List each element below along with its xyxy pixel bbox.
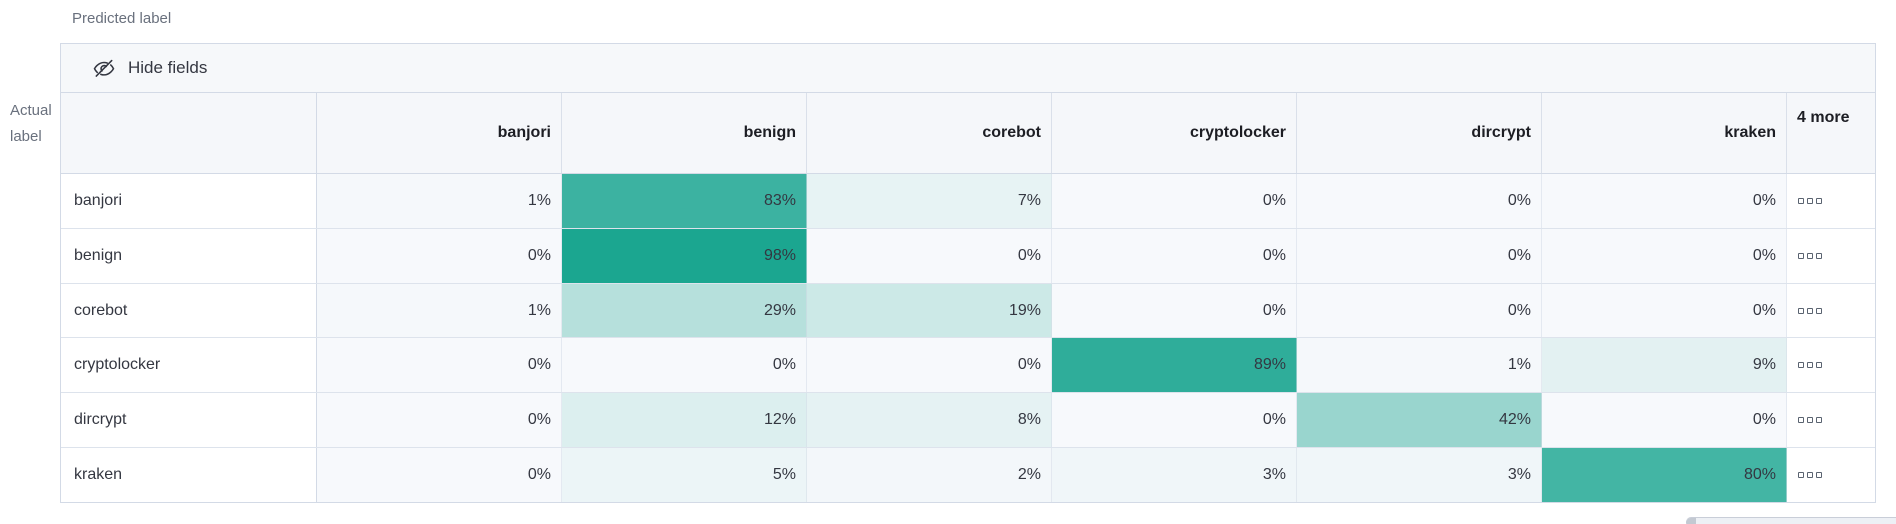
matrix-cell-dircrypt-dircrypt[interactable]: 42% <box>1297 393 1542 448</box>
eye-closed-icon <box>93 57 115 79</box>
matrix-cell-benign-dircrypt[interactable]: 0% <box>1297 228 1542 283</box>
matrix-cell-corebot-benign[interactable]: 29% <box>562 283 807 338</box>
matrix-row-corebot: corebot 1% 29% 19% 0% 0% 0% <box>61 283 1875 339</box>
column-header-cryptolocker[interactable]: cryptolocker <box>1052 93 1297 173</box>
matrix-cell-corebot-banjori[interactable]: 1% <box>317 283 562 338</box>
hidden-columns-cell[interactable] <box>1787 393 1875 448</box>
matrix-cell-cryptolocker-dircrypt[interactable]: 1% <box>1297 338 1542 393</box>
matrix-cell-kraken-banjori[interactable]: 0% <box>317 448 562 502</box>
boxes-horizontal-icon <box>1807 362 1813 369</box>
matrix-row-banjori: banjori 1% 83% 7% 0% 0% 0% <box>61 174 1875 229</box>
boxes-horizontal-icon <box>1807 307 1813 314</box>
matrix-cell-dircrypt-corebot[interactable]: 8% <box>807 393 1052 448</box>
matrix-cell-corebot-corebot[interactable]: 19% <box>807 283 1052 338</box>
confusion-matrix-grid: Hide fields banjori benign corebot cryptolo… <box>60 43 1876 503</box>
column-header-benign[interactable]: benign <box>562 93 807 173</box>
matrix-row-kraken: kraken 0% 5% 2% 3% 3% 80% <box>61 448 1875 502</box>
column-header-corebot[interactable]: corebot <box>807 93 1052 173</box>
hidden-columns-cell[interactable] <box>1787 448 1875 502</box>
matrix-cell-banjori-benign[interactable]: 83% <box>562 174 807 228</box>
horizontal-scrollbar[interactable] <box>1686 517 1896 524</box>
hide-fields-button[interactable]: Hide fields <box>93 57 207 79</box>
boxes-horizontal-icon <box>1807 472 1813 479</box>
column-header-dircrypt[interactable]: dircrypt <box>1297 93 1542 173</box>
column-header-row: banjori benign corebot cryptolocker dircrypt… <box>61 93 1875 174</box>
matrix-cell-banjori-kraken[interactable]: 0% <box>1542 174 1787 228</box>
row-label-kraken[interactable]: kraken <box>61 448 317 502</box>
matrix-cell-banjori-cryptolocker[interactable]: 0% <box>1052 174 1297 228</box>
matrix-cell-kraken-corebot[interactable]: 2% <box>807 448 1052 502</box>
column-header-banjori[interactable]: banjori <box>317 93 562 173</box>
matrix-cell-corebot-kraken[interactable]: 0% <box>1542 283 1787 338</box>
matrix-cell-cryptolocker-kraken[interactable]: 9% <box>1542 338 1787 393</box>
matrix-cell-dircrypt-kraken[interactable]: 0% <box>1542 393 1787 448</box>
matrix-cell-kraken-benign[interactable]: 5% <box>562 448 807 502</box>
actual-axis-label: Actual label <box>10 102 52 145</box>
matrix-cell-cryptolocker-corebot[interactable]: 0% <box>807 338 1052 393</box>
matrix-cell-kraken-kraken[interactable]: 80% <box>1542 448 1787 502</box>
row-label-benign[interactable]: benign <box>61 228 317 283</box>
hide-fields-label: Hide fields <box>128 58 208 77</box>
matrix-cell-cryptolocker-benign[interactable]: 0% <box>562 338 807 393</box>
boxes-horizontal-icon <box>1816 472 1822 479</box>
matrix-row-cryptolocker: cryptolocker 0% 0% 0% 89% 1% 9% <box>61 338 1875 394</box>
matrix-cell-banjori-banjori[interactable]: 1% <box>317 174 562 228</box>
boxes-horizontal-icon <box>1798 197 1804 204</box>
hidden-columns-cell[interactable] <box>1787 283 1875 338</box>
matrix-cell-dircrypt-banjori[interactable]: 0% <box>317 393 562 448</box>
predicted-axis-label: Predicted label <box>72 10 172 27</box>
horizontal-scrollbar-thumb[interactable] <box>1686 518 1696 524</box>
matrix-row-benign: benign 0% 98% 0% 0% 0% 0% <box>61 228 1875 284</box>
row-label-cryptolocker[interactable]: cryptolocker <box>61 338 317 393</box>
matrix-cell-cryptolocker-banjori[interactable]: 0% <box>317 338 562 393</box>
column-header-kraken[interactable]: kraken <box>1542 93 1787 173</box>
matrix-row-dircrypt: dircrypt 0% 12% 8% 0% 42% 0% <box>61 393 1875 449</box>
matrix-cell-benign-cryptolocker[interactable]: 0% <box>1052 228 1297 283</box>
hidden-columns-cell[interactable] <box>1787 174 1875 228</box>
hidden-columns-cell[interactable] <box>1787 228 1875 283</box>
boxes-horizontal-icon <box>1798 417 1804 424</box>
matrix-cell-dircrypt-cryptolocker[interactable]: 0% <box>1052 393 1297 448</box>
boxes-horizontal-icon <box>1798 362 1804 369</box>
matrix-cell-kraken-dircrypt[interactable]: 3% <box>1297 448 1542 502</box>
row-label-dircrypt[interactable]: dircrypt <box>61 393 317 448</box>
matrix-cell-dircrypt-benign[interactable]: 12% <box>562 393 807 448</box>
matrix-cell-benign-benign[interactable]: 98% <box>562 228 807 283</box>
boxes-horizontal-icon <box>1798 307 1804 314</box>
boxes-horizontal-icon <box>1816 252 1822 259</box>
matrix-cell-banjori-corebot[interactable]: 7% <box>807 174 1052 228</box>
boxes-horizontal-icon <box>1816 417 1822 424</box>
boxes-horizontal-icon <box>1798 252 1804 259</box>
hidden-columns-header[interactable]: 4 more <box>1797 109 1850 126</box>
matrix-cell-corebot-dircrypt[interactable]: 0% <box>1297 283 1542 338</box>
boxes-horizontal-icon <box>1807 197 1813 204</box>
row-label-corebot[interactable]: corebot <box>61 283 317 338</box>
boxes-horizontal-icon <box>1807 252 1813 259</box>
matrix-cell-benign-corebot[interactable]: 0% <box>807 228 1052 283</box>
boxes-horizontal-icon <box>1816 307 1822 314</box>
matrix-cell-cryptolocker-cryptolocker[interactable]: 89% <box>1052 338 1297 393</box>
boxes-horizontal-icon <box>1816 362 1822 369</box>
boxes-horizontal-icon <box>1798 472 1804 479</box>
matrix-body: banjori 1% 83% 7% 0% 0% 0% benign 0% 98% 0% 0% 0% 0% c… <box>61 174 1875 502</box>
boxes-horizontal-icon <box>1807 417 1813 424</box>
matrix-cell-benign-banjori[interactable]: 0% <box>317 228 562 283</box>
grid-toolbar: Hide fields <box>61 44 1875 93</box>
matrix-cell-benign-kraken[interactable]: 0% <box>1542 228 1787 283</box>
corner-cell <box>61 93 317 173</box>
hidden-columns-cell[interactable] <box>1787 338 1875 393</box>
row-label-banjori[interactable]: banjori <box>61 174 317 228</box>
matrix-cell-corebot-cryptolocker[interactable]: 0% <box>1052 283 1297 338</box>
boxes-horizontal-icon <box>1816 197 1822 204</box>
matrix-cell-kraken-cryptolocker[interactable]: 3% <box>1052 448 1297 502</box>
matrix-cell-banjori-dircrypt[interactable]: 0% <box>1297 174 1542 228</box>
